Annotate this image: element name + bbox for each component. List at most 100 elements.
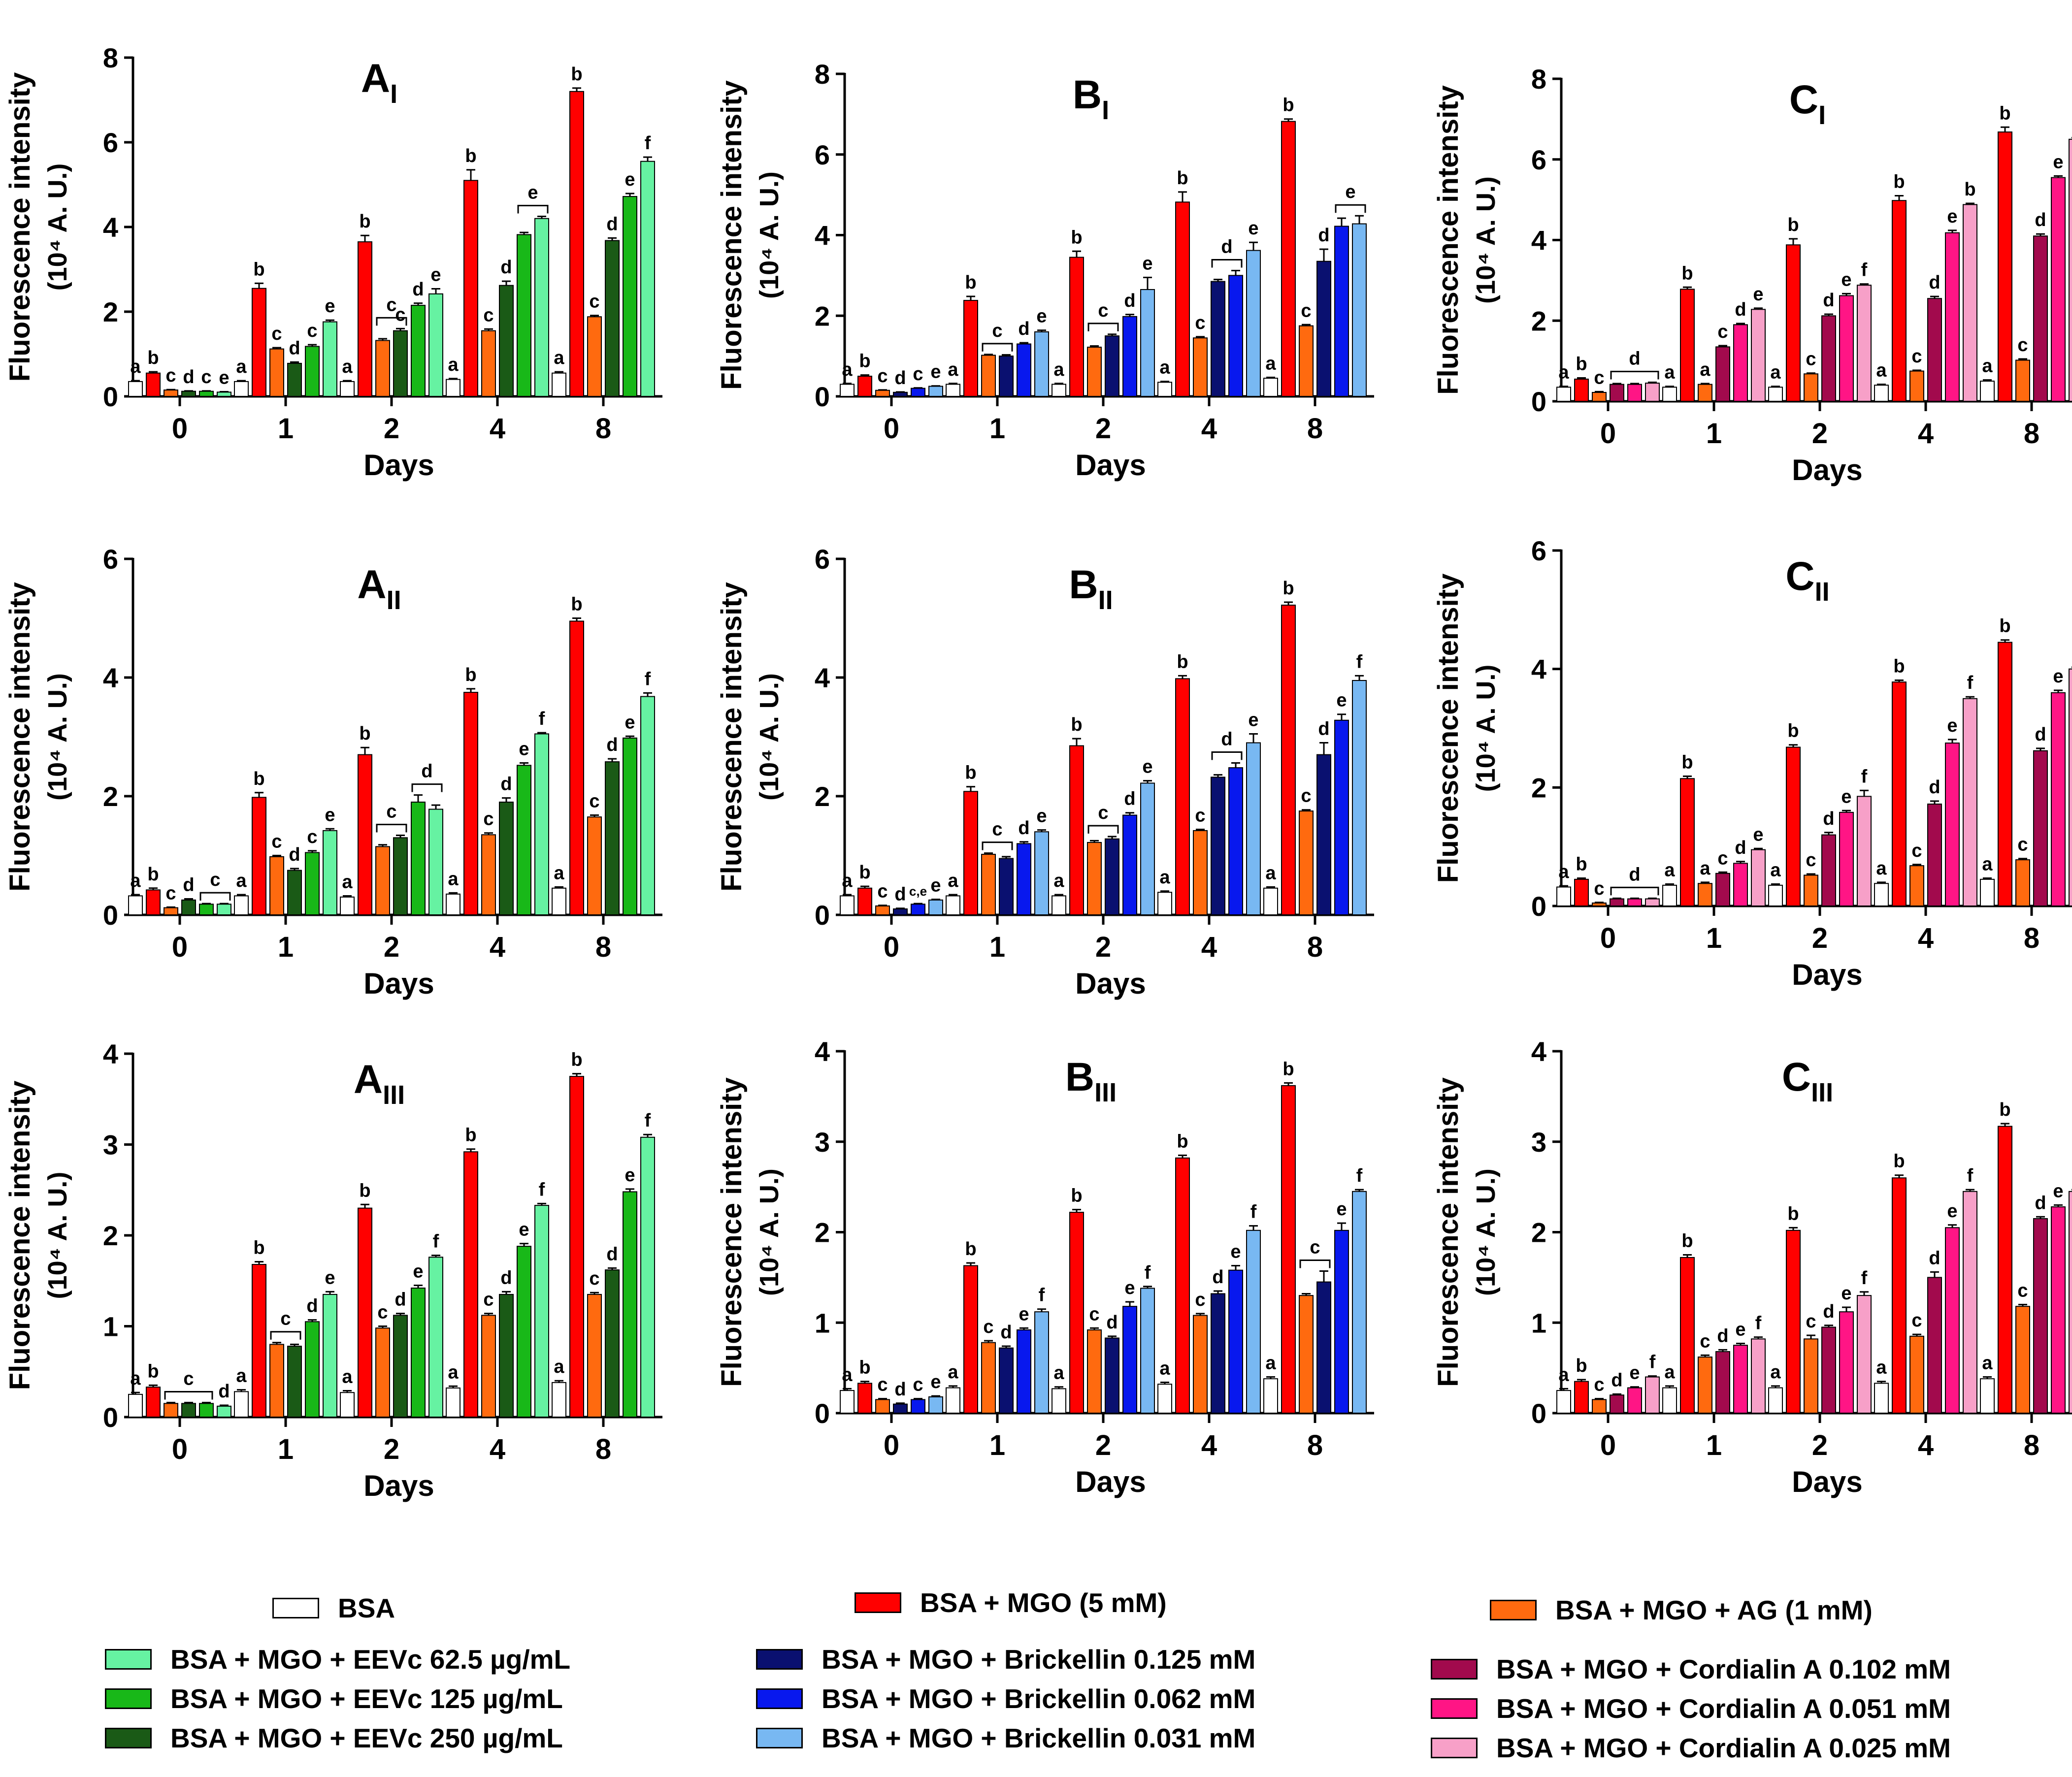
bar xyxy=(640,696,655,916)
y-axis-label: Fluorescence intensity xyxy=(716,582,748,892)
chart-title-letter: B xyxy=(1065,1055,1094,1099)
y-tick-label: 2 xyxy=(1531,1217,1546,1248)
bar xyxy=(552,1382,566,1418)
y-axis-label: Fluorescence intensity xyxy=(4,72,36,382)
bar xyxy=(252,797,266,916)
significance-letter: a xyxy=(1770,860,1781,880)
significance-letter: d xyxy=(1124,291,1135,311)
significance-letter: d xyxy=(1929,1248,1940,1268)
bar xyxy=(911,388,925,397)
x-tick-label: 2 xyxy=(384,413,399,445)
chart-title-letter: A xyxy=(354,1057,383,1102)
bar xyxy=(358,754,372,916)
bar xyxy=(252,1264,266,1418)
significance-letter: d xyxy=(1212,1267,1223,1288)
bar xyxy=(181,390,196,397)
bar xyxy=(164,907,178,916)
y-axis-label-units: (10⁴ A. U.) xyxy=(755,673,784,801)
chart-title: AI xyxy=(361,56,397,109)
significance-letter: e xyxy=(1142,757,1152,777)
bar xyxy=(499,1293,514,1418)
significance-letter: a xyxy=(448,355,459,375)
significance-letter: a xyxy=(1053,359,1064,380)
legend-eevc-62: BSA + MGO + EEVc 62.5 µg/mL xyxy=(105,1644,570,1675)
bar xyxy=(1246,250,1261,397)
significance-letter: c xyxy=(1195,1290,1205,1310)
chart-title-subscript: III xyxy=(1811,1078,1833,1107)
legend-swatch-brickellin-125 xyxy=(756,1649,803,1670)
bar xyxy=(1069,257,1084,397)
legend-swatch-ag xyxy=(1490,1600,1537,1620)
bar xyxy=(534,733,549,915)
x-axis-label: Days xyxy=(363,1469,434,1502)
significance-letter: e xyxy=(1753,284,1763,305)
bar xyxy=(1909,1335,1924,1414)
bar xyxy=(340,381,355,397)
bar xyxy=(128,1393,143,1418)
bar xyxy=(1945,743,1960,907)
significance-letter: d xyxy=(1823,1301,1834,1322)
significance-letter: c xyxy=(1911,346,1922,367)
significance-letter: d xyxy=(1629,349,1640,369)
bar xyxy=(1698,883,1712,906)
bar xyxy=(146,889,161,916)
bar xyxy=(1352,1191,1367,1414)
significance-letter: f xyxy=(1967,1165,1973,1186)
bar xyxy=(375,340,390,397)
bar xyxy=(1627,384,1642,402)
bar xyxy=(1980,381,1995,402)
y-axis-label-units: (10⁴ A. U.) xyxy=(43,673,72,801)
bracket xyxy=(517,205,549,214)
bar xyxy=(1211,1293,1225,1414)
x-tick-label: 1 xyxy=(278,931,294,963)
significance-letter: e xyxy=(325,805,335,825)
significance-letter: b xyxy=(1177,651,1188,672)
significance-letter: a xyxy=(1558,362,1569,383)
significance-letter: e xyxy=(625,712,635,733)
significance-letter: a xyxy=(842,871,853,891)
bar xyxy=(323,830,337,916)
bar xyxy=(1733,324,1748,402)
bar xyxy=(1839,1311,1854,1414)
bar xyxy=(1122,1306,1137,1414)
significance-letter: e xyxy=(1841,269,1851,290)
x-axis-label: Days xyxy=(1792,1465,1862,1498)
significance-letter: d xyxy=(1823,290,1834,311)
bar xyxy=(1857,1295,1872,1414)
bar xyxy=(981,854,996,915)
significance-letter: c xyxy=(483,809,493,830)
bar xyxy=(1211,776,1225,915)
significance-letter: d xyxy=(1124,789,1135,809)
x-tick-label: 0 xyxy=(884,931,899,963)
bar xyxy=(875,389,890,397)
significance-letter: c xyxy=(1806,1311,1816,1332)
bar xyxy=(2033,1218,2048,1414)
bar xyxy=(587,1293,602,1418)
significance-letter: e xyxy=(1753,824,1763,845)
y-tick-label: 2 xyxy=(103,296,118,327)
x-tick-label: 1 xyxy=(1706,418,1722,450)
bracket xyxy=(1335,204,1366,213)
bar xyxy=(1733,1345,1748,1414)
x-tick-label: 1 xyxy=(1706,922,1722,954)
bar xyxy=(1352,680,1367,916)
bracket xyxy=(982,343,1013,352)
significance-letter: c xyxy=(1098,300,1108,321)
bar xyxy=(1175,1157,1190,1414)
bracket xyxy=(411,783,443,792)
legend-swatch-eevc-250 xyxy=(105,1728,152,1748)
significance-letter: a xyxy=(948,871,958,891)
significance-letter: c xyxy=(1700,1331,1710,1352)
significance-letter: a xyxy=(1265,863,1276,883)
significance-letter: e xyxy=(1336,690,1347,711)
legend-label-ag: BSA + MGO + AG (1 mM) xyxy=(1555,1595,1873,1625)
y-tick-label: 4 xyxy=(103,662,118,693)
significance-letter: c xyxy=(271,323,282,344)
legend-swatch-cordialin-102 xyxy=(1431,1659,1478,1680)
y-tick-label: 0 xyxy=(815,900,830,931)
significance-letter: a xyxy=(130,1368,141,1389)
significance-letter: a xyxy=(1876,858,1887,879)
bar xyxy=(552,887,566,916)
significance-letter: d xyxy=(421,761,432,782)
bracket xyxy=(1610,886,1659,896)
